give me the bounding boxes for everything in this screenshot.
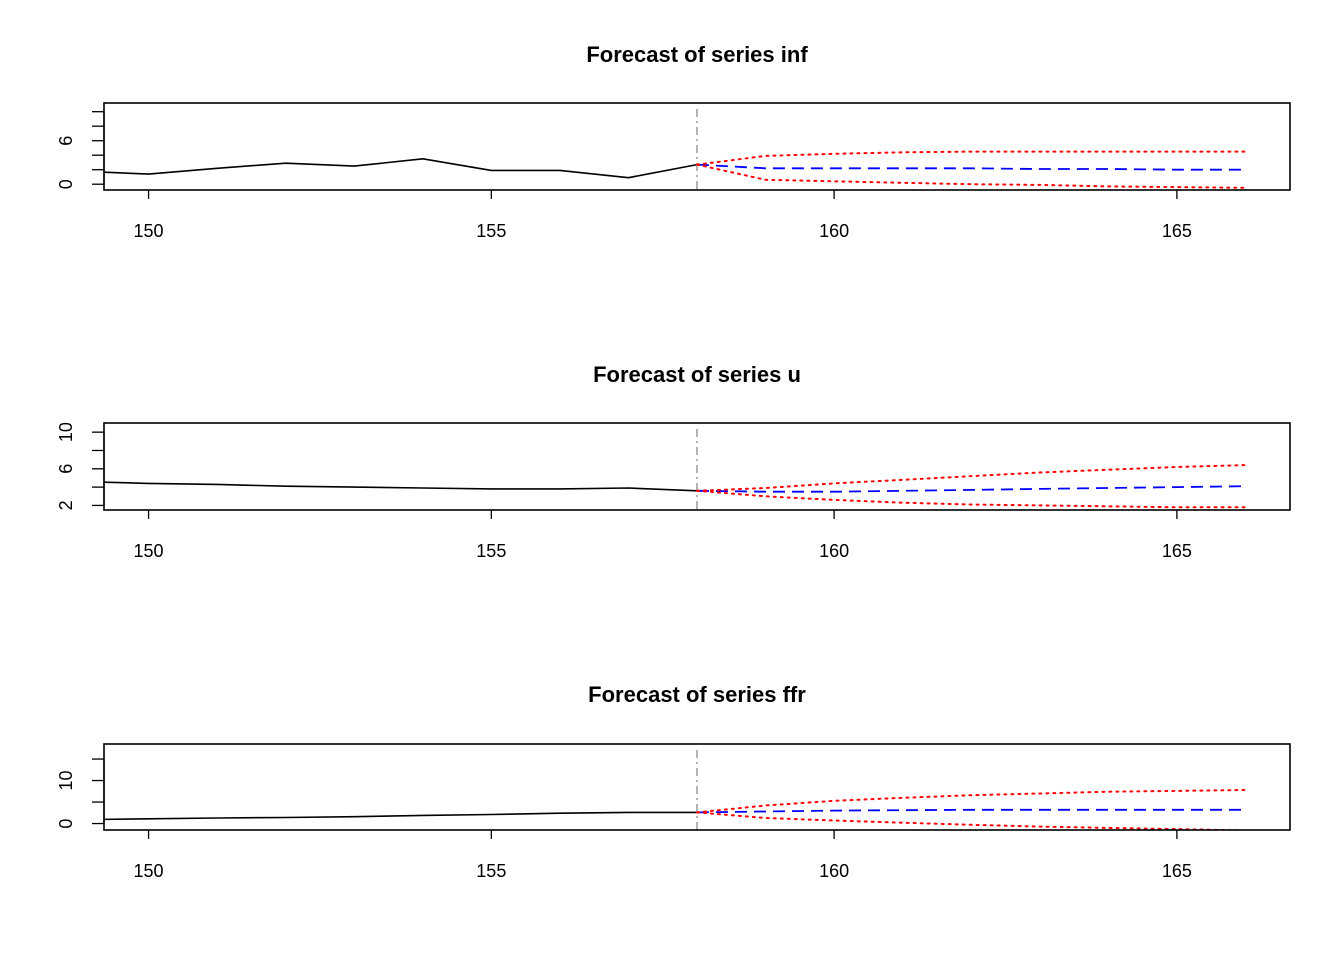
x-tick-label: 155 [476, 541, 506, 561]
series-line-observed [104, 158, 698, 179]
plot-frame [103, 743, 1291, 831]
chart-title: Forecast of series ffr [588, 682, 806, 707]
x-tick-label: 165 [1162, 861, 1192, 881]
y-tick-label: 2 [56, 500, 76, 510]
series-line-forecast [696, 163, 1246, 171]
x-tick-label: 150 [134, 541, 164, 561]
x-tick-label: 160 [819, 541, 849, 561]
series-line-lower [696, 163, 1247, 189]
series-line-lower [696, 489, 1247, 509]
x-tick-label: 160 [819, 221, 849, 241]
chart-title: Forecast of series u [593, 362, 801, 387]
x-tick-label: 155 [476, 221, 506, 241]
x-tick-label: 160 [819, 861, 849, 881]
series-line-observed [104, 811, 697, 821]
plot-frame [103, 102, 1291, 191]
y-tick-label: 0 [56, 819, 76, 829]
x-tick-label: 165 [1162, 221, 1192, 241]
series-line-upper [696, 464, 1247, 492]
x-tick-label: 150 [134, 861, 164, 881]
x-tick-label: 150 [134, 221, 164, 241]
series-line-upper [696, 789, 1247, 814]
chart-panel-3: Forecast of series ffr 150 155 160 165 0 10 [56, 682, 1291, 881]
plot-area [104, 464, 1247, 509]
series-line-lower [696, 811, 1247, 830]
series-line-observed [104, 481, 698, 492]
series-line-forecast [696, 485, 1246, 493]
y-tick-label: 0 [56, 179, 76, 189]
y-tick-label: 6 [56, 136, 76, 146]
chart-panel-2: Forecast of series u 150 155 160 165 2 6 10 [56, 362, 1291, 561]
y-tick-label: 10 [56, 422, 76, 442]
y-tick-label: 6 [56, 464, 76, 474]
x-tick-label: 155 [476, 861, 506, 881]
x-tick-label: 165 [1162, 541, 1192, 561]
chart-title: Forecast of series inf [586, 42, 808, 67]
plot-area [104, 150, 1247, 189]
plot-area [104, 789, 1247, 830]
plot-frame [103, 422, 1291, 511]
series-line-forecast [696, 808, 1246, 814]
chart-panel-1: Forecast of series inf 150 155 160 165 0 6 [56, 42, 1291, 241]
y-tick-label: 10 [56, 771, 76, 791]
series-line-upper [696, 150, 1247, 166]
